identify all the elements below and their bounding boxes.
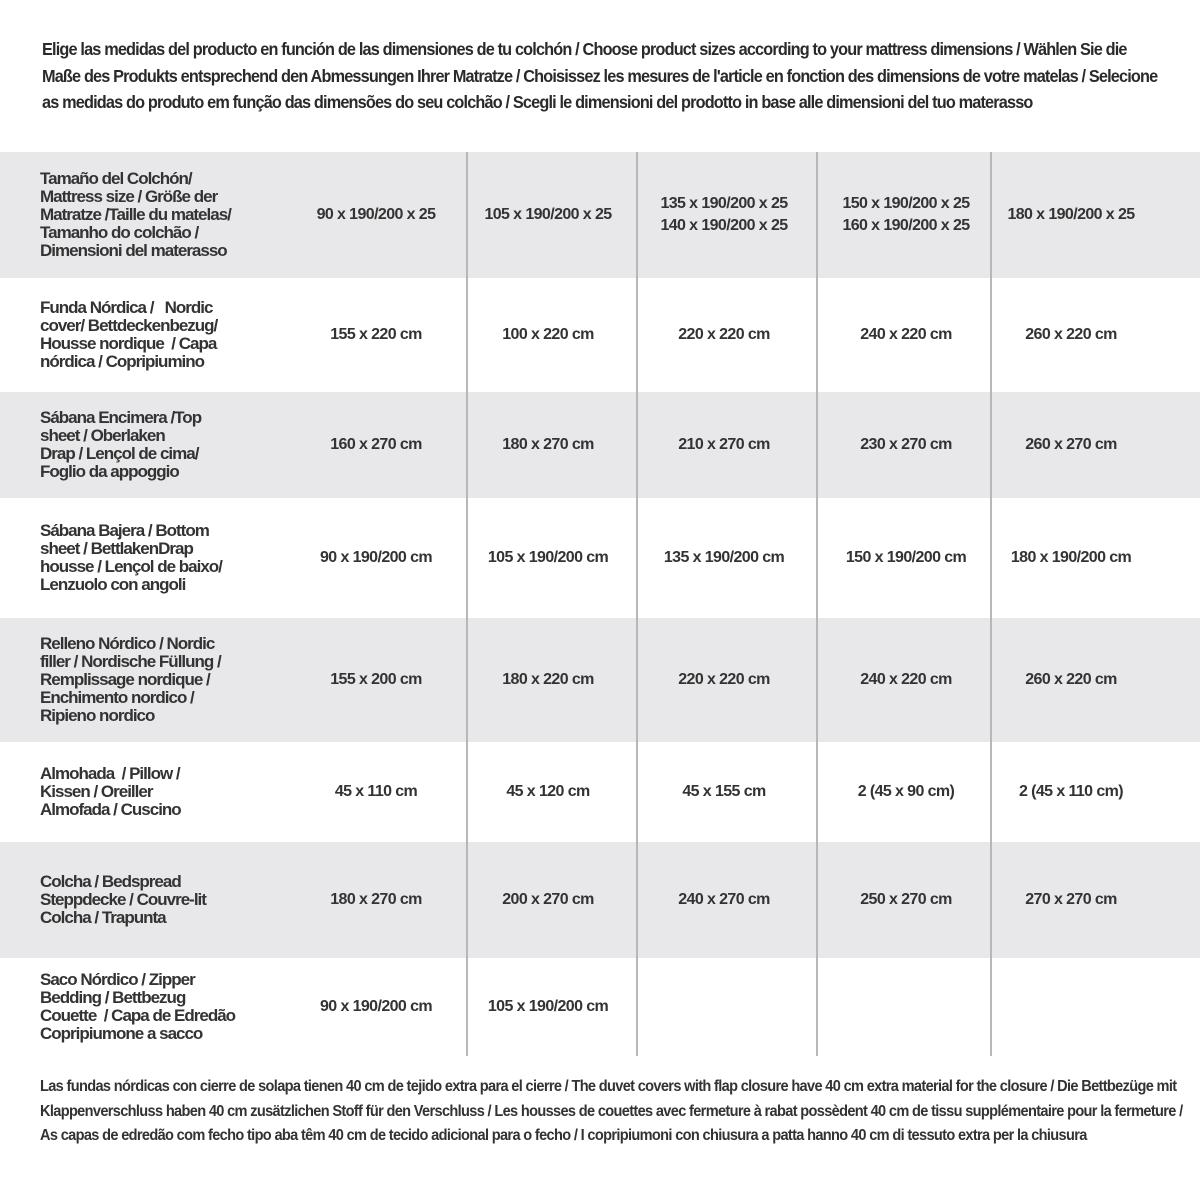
table-cell: 105 x 190/200 cm: [487, 998, 609, 1015]
table-row: Relleno Nórdico / Nordic filler / Nordis…: [0, 618, 1200, 742]
table-cell: 240 x 270 cm: [678, 891, 770, 908]
table-cell: 220 x 220 cm: [678, 326, 770, 343]
size-table: Tamaño del Colchón/ Mattress size / Größ…: [0, 152, 1200, 1056]
table-row: Almohada / Pillow / Kissen / Oreiller Al…: [0, 742, 1200, 842]
row-label: Sábana Encimera /Top sheet / Oberlaken D…: [40, 408, 202, 481]
column-divider: [990, 152, 992, 1056]
table-cell: 155 x 200 cm: [330, 671, 422, 688]
table-cell: 105 x 190/200 x 25: [484, 206, 612, 223]
column-divider: [636, 152, 638, 1056]
table-cell: 135 x 190/200 cm: [663, 549, 785, 566]
footer-note: Las fundas nórdicas con cierre de solapa…: [40, 1078, 1183, 1144]
row-label: Sábana Bajera / Bottom sheet / Bettlaken…: [40, 521, 223, 594]
table-cell: 260 x 220 cm: [1025, 326, 1117, 343]
table-cell: 200 x 270 cm: [502, 891, 594, 908]
row-label: Funda Nórdica / Nordic cover/ Bettdecken…: [40, 298, 218, 371]
table-cell: 150 x 190/200 cm: [845, 549, 967, 566]
table-cell: 220 x 220 cm: [678, 671, 770, 688]
table-cell: 180 x 190/200 x 25: [1007, 206, 1135, 223]
table-cell: 2 (45 x 110 cm): [1019, 783, 1124, 800]
table-cell: 270 x 270 cm: [1025, 891, 1117, 908]
row-label: Colcha / Bedspread Steppdecke / Couvre-l…: [40, 872, 207, 927]
table-cell: 160 x 270 cm: [330, 436, 422, 453]
column-divider: [816, 152, 818, 1056]
row-label: Tamaño del Colchón/ Mattress size / Größ…: [40, 169, 232, 260]
table-row: Colcha / Bedspread Steppdecke / Couvre-l…: [0, 842, 1200, 958]
table-cell: 230 x 270 cm: [860, 436, 952, 453]
table-cell: 155 x 220 cm: [330, 326, 422, 343]
table-cell: 2 (45 x 90 cm): [857, 783, 955, 800]
table-cell: 90 x 190/200 x 25: [316, 206, 436, 223]
table-row: Funda Nórdica / Nordic cover/ Bettdecken…: [0, 278, 1200, 392]
table-row: Saco Nórdico / Zipper Bedding / Bettbezu…: [0, 958, 1200, 1056]
table-cell: 250 x 270 cm: [860, 891, 952, 908]
table-row: Tamaño del Colchón/ Mattress size / Größ…: [0, 152, 1200, 278]
table-cell: 260 x 270 cm: [1025, 436, 1117, 453]
table-cell: 180 x 270 cm: [330, 891, 422, 908]
table-cell: 150 x 190/200 x 25 160 x 190/200 x 25: [842, 195, 970, 234]
table-cell: 240 x 220 cm: [860, 326, 952, 343]
table-cell: 260 x 220 cm: [1025, 671, 1117, 688]
table-cell: 100 x 220 cm: [502, 326, 594, 343]
table-cell: 45 x 120 cm: [506, 783, 590, 800]
table-row: Sábana Bajera / Bottom sheet / Bettlaken…: [0, 498, 1200, 618]
table-cell: 180 x 190/200 cm: [1010, 549, 1132, 566]
table-cell: 90 x 190/200 cm: [320, 549, 433, 566]
table-cell: 240 x 220 cm: [860, 671, 952, 688]
table-cell: 180 x 220 cm: [502, 671, 594, 688]
table-row: Sábana Encimera /Top sheet / Oberlaken D…: [0, 392, 1200, 498]
intro-text: Elige las medidas del producto en funció…: [42, 39, 1158, 112]
table-cell: 210 x 270 cm: [678, 436, 770, 453]
table-cell: 45 x 155 cm: [682, 783, 766, 800]
table-cell: 180 x 270 cm: [502, 436, 594, 453]
row-label: Relleno Nórdico / Nordic filler / Nordis…: [40, 634, 222, 725]
column-divider: [466, 152, 468, 1056]
row-label: Almohada / Pillow / Kissen / Oreiller Al…: [40, 764, 182, 819]
table-cell: 105 x 190/200 cm: [487, 549, 609, 566]
row-label: Saco Nórdico / Zipper Bedding / Bettbezu…: [40, 970, 236, 1043]
table-cell: 45 x 110 cm: [334, 783, 418, 800]
table-cell: 135 x 190/200 x 25 140 x 190/200 x 25: [660, 195, 788, 234]
table-cell: 90 x 190/200 cm: [320, 998, 433, 1015]
